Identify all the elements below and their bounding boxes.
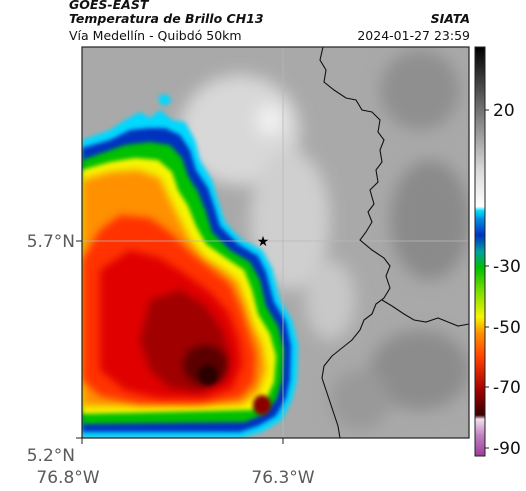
lon-tick-label: 76.8°W	[36, 468, 99, 488]
colorbar-tick-label: -30	[493, 257, 521, 277]
colorbar-tick-label: -90	[493, 439, 521, 459]
colorbar-tick-label: 20	[493, 101, 515, 121]
title-product: Temperatura de Brillo CH13	[69, 11, 264, 26]
convective-storm	[82, 94, 298, 438]
brand-label: SIATA	[430, 11, 470, 26]
star-icon: ★	[257, 234, 270, 250]
satellite-imagery	[82, 47, 469, 438]
map-frame	[81, 46, 470, 439]
lat-tick-label: 5.7°N	[27, 232, 75, 252]
colorbar: 20 -30 -50 -70 -90	[474, 46, 521, 459]
title-satellite: GOES-EAST	[69, 0, 149, 12]
municipal-boundary	[381, 299, 470, 327]
timestamp-label: 2024-01-27 23:59	[357, 28, 470, 43]
lat-tick-label: 5.2°N	[27, 446, 75, 466]
subtitle-region: Vía Medellín - Quibdó 50km	[69, 28, 242, 43]
colorbar-tick-label: -70	[493, 378, 521, 398]
colorbar-tick-label: -50	[493, 318, 521, 338]
department-boundary	[319, 46, 391, 439]
lon-tick-label: 76.3°W	[251, 468, 314, 488]
